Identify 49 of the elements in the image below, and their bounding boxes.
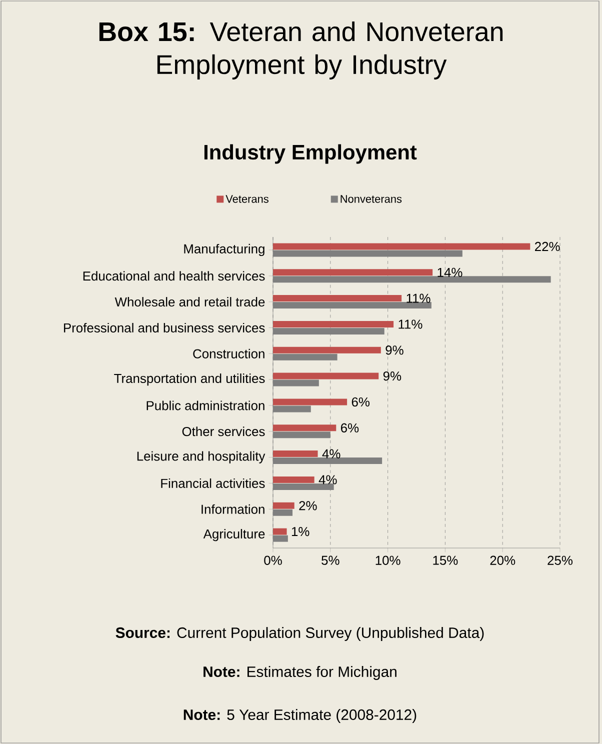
data-label: 4% (322, 449, 340, 458)
x-tick-label: 5% (322, 556, 340, 565)
bar (272, 398, 348, 406)
text: Note: Estimates for Michigan (204, 666, 396, 680)
y-tick-label: Transportation and utilities (114, 374, 265, 386)
data-label: 6% (340, 423, 359, 432)
chart-subtitle: Industry Employment (204, 144, 417, 164)
y-tick-label: Leisure and hospitality (137, 451, 266, 464)
bar (272, 346, 381, 354)
x-tick-label: 15% (433, 556, 458, 565)
bar (272, 372, 379, 380)
bar (272, 295, 402, 302)
data-label: 14% (438, 268, 462, 277)
x-tick-label: 10% (376, 556, 400, 565)
bar (272, 269, 433, 276)
data-label: 4% (318, 475, 337, 484)
y-tick-label: Information (202, 504, 264, 514)
y-tick-label: Other services (182, 426, 265, 436)
y-tick-label: Construction (193, 348, 264, 358)
x-tick-label: 0% (264, 556, 282, 565)
chart-title: Box 15: Veteran and Nonveteran Employment by Industry (99, 22, 503, 80)
data-label: 11% (406, 294, 430, 303)
data-label: 6% (352, 397, 370, 407)
y-tick-label: Manufacturing (184, 244, 264, 256)
y-tick-label: Wholesale and retail trade (114, 297, 265, 307)
bar (272, 476, 314, 483)
legend-label: Nonveterans (340, 195, 402, 203)
text: Note: 5 Year Estimate (2008-2012) (184, 709, 416, 723)
data-label: 9% (383, 371, 402, 381)
data-label: 11% (398, 320, 422, 329)
data-label: 2% (299, 501, 317, 510)
bar (272, 320, 394, 328)
bar (272, 528, 287, 535)
text: Source: Current Population Survey (Unpublished Data) (116, 627, 484, 641)
bar (272, 450, 318, 458)
x-tick-label: 25% (548, 556, 572, 565)
data-label: 9% (386, 346, 404, 355)
y-tick-label: Public administration (146, 400, 264, 410)
x-tick-label: 20% (490, 556, 516, 565)
y-tick-label: Agriculture (203, 529, 265, 542)
bar (272, 243, 530, 250)
bar (272, 502, 294, 509)
data-label: 22% (535, 242, 560, 252)
legend-label: Veterans (226, 195, 268, 203)
y-tick-label: Professional and business services (64, 322, 265, 332)
y-tick-label: Educational and health services (83, 271, 265, 281)
y-tick-label: Financial activities (161, 478, 265, 488)
bar (272, 424, 336, 432)
data-label: 1% (292, 527, 310, 536)
